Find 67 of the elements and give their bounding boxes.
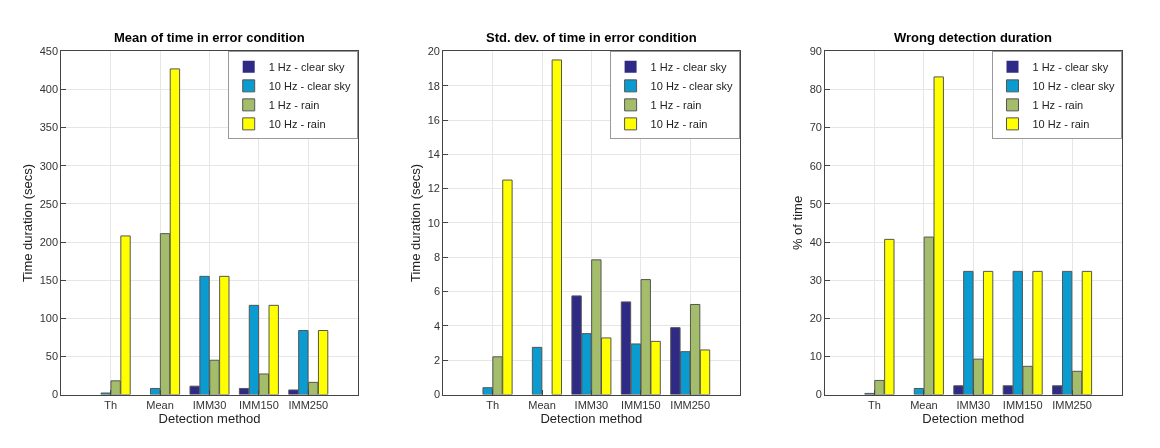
- chart-title: Mean of time in error condition: [114, 30, 305, 45]
- x-axis-title: Detection method: [540, 411, 643, 427]
- y-tick-label: 100: [39, 312, 59, 325]
- x-tick-label: IMM250: [670, 398, 711, 411]
- y-tick-label: 350: [39, 121, 59, 134]
- y-tick-label: 30: [809, 274, 822, 287]
- y-tick-label: 4: [433, 319, 440, 332]
- legend-label: 1 Hz - clear sky: [650, 61, 727, 74]
- legend-label: 10 Hz - rain: [268, 118, 326, 131]
- y-tick-label: 50: [809, 197, 822, 210]
- y-tick-label: 200: [39, 235, 59, 248]
- y-tick-label: 20: [427, 45, 440, 58]
- x-tick-label: Th: [104, 398, 118, 411]
- y-tick-label: 18: [427, 79, 440, 92]
- y-axis-title: % of time: [789, 195, 805, 251]
- y-tick-label: 2: [433, 354, 440, 367]
- y-tick-label: 10: [427, 216, 440, 229]
- legend-label: 10 Hz - clear sky: [268, 80, 352, 93]
- x-tick-label: IMM30: [192, 398, 227, 411]
- y-tick-label: 150: [39, 274, 59, 287]
- legend-label: 1 Hz - rain: [268, 99, 320, 112]
- y-tick-label: 6: [433, 285, 440, 298]
- legend-label: 1 Hz - clear sky: [268, 61, 345, 74]
- y-tick-label: 16: [427, 113, 440, 126]
- y-tick-label: 60: [809, 159, 822, 172]
- y-tick-label: 0: [433, 388, 440, 401]
- y-tick-label: 70: [809, 121, 822, 134]
- x-tick-label: Th: [868, 398, 881, 411]
- legend-label: 10 Hz - rain: [650, 118, 708, 131]
- x-tick-label: Mean: [528, 398, 556, 411]
- x-tick-label: Mean: [146, 398, 174, 411]
- legend-label: 10 Hz - clear sky: [1032, 80, 1115, 93]
- legend-label: 10 Hz - rain: [1032, 118, 1090, 131]
- y-tick-label: 8: [433, 251, 440, 264]
- x-tick-label: IMM150: [1002, 398, 1043, 411]
- x-tick-label: IMM30: [574, 398, 609, 411]
- x-tick-label: IMM150: [239, 398, 279, 411]
- y-tick-label: 300: [39, 159, 59, 172]
- y-tick-label: 14: [427, 148, 440, 161]
- y-axis-title: Time duration (secs): [407, 163, 423, 282]
- y-tick-label: 450: [39, 45, 59, 58]
- x-tick-label: IMM250: [1052, 398, 1092, 411]
- legend-label: 1 Hz - rain: [650, 99, 702, 112]
- legend-label: 1 Hz - rain: [1032, 99, 1084, 112]
- x-tick-label: IMM250: [288, 398, 329, 411]
- x-tick-label: IMM30: [956, 398, 991, 411]
- y-tick-label: 12: [427, 182, 440, 195]
- x-tick-label: Th: [486, 398, 500, 411]
- y-tick-label: 20: [809, 312, 822, 325]
- x-axis-title: Detection method: [922, 411, 1025, 427]
- x-tick-label: IMM150: [620, 398, 661, 411]
- y-tick-label: 0: [815, 388, 822, 401]
- legend-label: 1 Hz - clear sky: [1032, 61, 1109, 74]
- y-tick-label: 40: [809, 235, 822, 248]
- y-tick-label: 50: [45, 350, 59, 363]
- chart-title: Std. dev. of time in error condition: [486, 30, 697, 45]
- chart-title: Wrong detection duration: [894, 30, 1052, 45]
- y-axis-title: Time duration (secs): [19, 163, 35, 282]
- y-tick-label: 400: [39, 83, 59, 96]
- y-tick-label: 250: [39, 197, 59, 210]
- y-tick-label: 90: [809, 45, 822, 58]
- x-tick-label: Mean: [910, 398, 938, 411]
- y-tick-label: 10: [809, 350, 822, 363]
- legend-label: 10 Hz - clear sky: [650, 80, 734, 93]
- y-tick-label: 0: [51, 388, 59, 401]
- y-tick-label: 80: [809, 83, 822, 96]
- x-axis-title: Detection method: [158, 411, 261, 427]
